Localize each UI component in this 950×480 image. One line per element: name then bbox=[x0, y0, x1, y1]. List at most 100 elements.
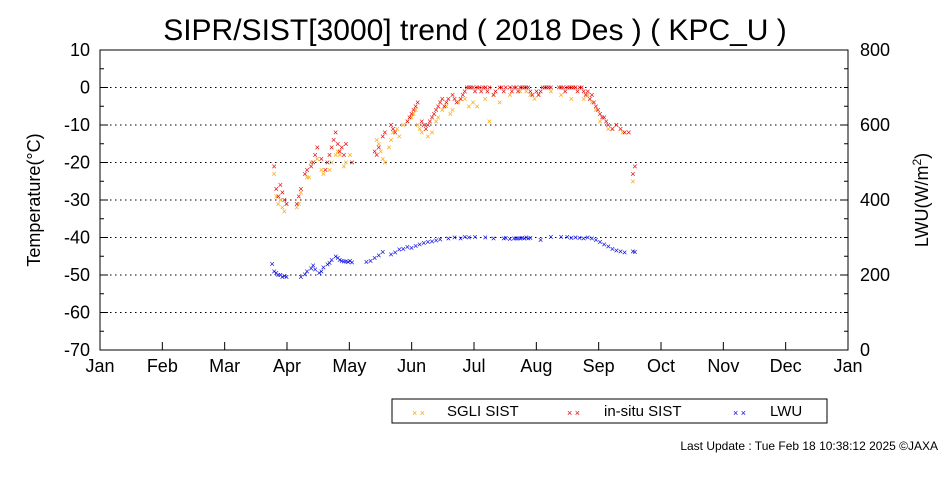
insitu-sist-mark: × bbox=[472, 86, 477, 96]
sgli-sist-mark: × bbox=[548, 86, 553, 96]
sgli-sist-mark: × bbox=[284, 199, 289, 209]
x-tick-label: May bbox=[332, 356, 366, 376]
insitu-sist-mark: × bbox=[581, 86, 586, 96]
lwu-mark: × bbox=[276, 270, 281, 280]
sgli-sist-mark: × bbox=[585, 90, 590, 100]
lwu-mark: × bbox=[507, 234, 512, 244]
insitu-sist-mark: × bbox=[497, 83, 502, 93]
insitu-sist-mark: × bbox=[421, 120, 426, 130]
lwu-mark: × bbox=[397, 245, 402, 255]
x-tick-label: Mar bbox=[209, 356, 240, 376]
sgli-sist-mark: × bbox=[329, 158, 334, 168]
insitu-sist-mark: × bbox=[440, 94, 445, 104]
insitu-sist-mark: × bbox=[618, 124, 623, 134]
lwu-mark: × bbox=[364, 257, 369, 267]
lwu-mark: × bbox=[417, 239, 422, 249]
insitu-sist-mark: × bbox=[503, 83, 508, 93]
sgli-sist-mark: × bbox=[458, 94, 463, 104]
left-tick-label: -70 bbox=[64, 340, 90, 360]
insitu-sist-mark: × bbox=[382, 128, 387, 138]
lwu-mark: × bbox=[503, 233, 508, 243]
insitu-sist-mark: × bbox=[481, 83, 486, 93]
lwu-mark: × bbox=[388, 249, 393, 259]
insitu-sist-mark: × bbox=[419, 116, 424, 126]
left-tick-label: -30 bbox=[64, 190, 90, 210]
insitu-sist-mark: × bbox=[493, 86, 498, 96]
insitu-sist-mark: × bbox=[591, 98, 596, 108]
sgli-sist-mark: × bbox=[294, 203, 299, 213]
sgli-sist-mark: × bbox=[597, 116, 602, 126]
insitu-sist-mark: × bbox=[571, 83, 576, 93]
lwu-mark: × bbox=[282, 271, 287, 281]
insitu-sist-mark: × bbox=[313, 150, 318, 160]
sgli-sist-mark: × bbox=[517, 86, 522, 96]
lwu-mark: × bbox=[585, 233, 590, 243]
insitu-sist-mark: × bbox=[585, 86, 590, 96]
sgli-sist-mark: × bbox=[536, 90, 541, 100]
insitu-sist-mark: × bbox=[614, 120, 619, 130]
sgli-sist-mark: × bbox=[507, 90, 512, 100]
insitu-sist-mark: × bbox=[632, 161, 637, 171]
lwu-mark: × bbox=[425, 237, 430, 247]
insitu-sist-mark: × bbox=[272, 161, 277, 171]
left-tick-label: 0 bbox=[80, 78, 90, 98]
left-tick-label: -10 bbox=[64, 115, 90, 135]
insitu-sist-mark: × bbox=[343, 139, 348, 149]
sgli-sist-mark: × bbox=[581, 94, 586, 104]
insitu-sist-mark: × bbox=[429, 113, 434, 123]
sgli-sist-mark: × bbox=[532, 94, 537, 104]
insitu-sist-mark: × bbox=[544, 83, 549, 93]
insitu-sist-mark: × bbox=[294, 199, 299, 209]
lwu-mark: × bbox=[522, 233, 527, 243]
insitu-sist-mark: × bbox=[423, 124, 428, 134]
right-tick-label: 600 bbox=[860, 115, 890, 135]
sgli-sist-mark: × bbox=[425, 131, 430, 141]
left-axis-tick-labels: 10 0 -10 -20 -30 -40 -50 -60 -70 bbox=[64, 40, 90, 360]
sgli-sist-mark: × bbox=[296, 199, 301, 209]
data-marks: ××××××× ×××××× ××× ××××××××××××××××××××××××… bbox=[270, 83, 638, 282]
sgli-sist-mark: × bbox=[343, 158, 348, 168]
insitu-sist-mark: × bbox=[436, 101, 441, 111]
insitu-sist-mark: × bbox=[589, 90, 594, 100]
insitu-sist-mark: × bbox=[280, 188, 285, 198]
lwu-mark: × bbox=[458, 233, 463, 243]
insitu-sist-mark: × bbox=[548, 83, 553, 93]
sgli-sist-mark: × bbox=[341, 161, 346, 171]
sgli-sist-mark: × bbox=[528, 90, 533, 100]
insitu-sist-mark: × bbox=[433, 105, 438, 115]
insitu-sist-mark: × bbox=[536, 90, 541, 100]
lwu-mark: × bbox=[392, 248, 397, 258]
lwu-mark: × bbox=[581, 233, 586, 243]
sgli-sist-mark: × bbox=[462, 94, 467, 104]
lwu-mark: × bbox=[614, 245, 619, 255]
insitu-sist-mark: × bbox=[610, 124, 615, 134]
lwu-mark: × bbox=[597, 237, 602, 247]
legend-label-lwu: LWU bbox=[770, 403, 802, 420]
last-update-text: Last Update : Tue Feb 18 10:38:12 2025 ©… bbox=[680, 439, 938, 453]
insitu-sist-mark: × bbox=[323, 165, 328, 175]
sgli-sist-mark: × bbox=[337, 150, 342, 160]
lwu-mark: × bbox=[274, 268, 279, 278]
insitu-sist-mark: × bbox=[530, 90, 535, 100]
lwu-mark: × bbox=[433, 236, 438, 246]
lwu-mark: × bbox=[589, 234, 594, 244]
sgli-sist-mark: × bbox=[610, 124, 615, 134]
insitu-sist-mark: × bbox=[380, 131, 385, 141]
right-tick-label: 400 bbox=[860, 190, 890, 210]
lwu-mark: × bbox=[513, 234, 518, 244]
grid-lines bbox=[100, 87, 848, 313]
insitu-sist-mark: × bbox=[278, 180, 283, 190]
lwu-mark: × bbox=[446, 233, 451, 243]
sgli-sist-mark: × bbox=[304, 173, 309, 183]
x-tick-label: Jan bbox=[85, 356, 114, 376]
insitu-sist-mark: × bbox=[579, 83, 584, 93]
sgli-sist-mark: × bbox=[589, 98, 594, 108]
sgli-sist-mark: × bbox=[315, 154, 320, 164]
x-axis-tick-labels: Jan Feb Mar Apr May Jun Jul Aug Sep Oct Nov Dec Jan bbox=[85, 356, 862, 376]
insitu-sist-mark: × bbox=[325, 158, 330, 168]
insitu-sist-mark: × bbox=[577, 83, 582, 93]
lwu-mark: × bbox=[632, 247, 637, 257]
sgli-sist-mark: × bbox=[380, 154, 385, 164]
insitu-sist-mark: × bbox=[308, 161, 313, 171]
lwu-mark: × bbox=[606, 242, 611, 252]
